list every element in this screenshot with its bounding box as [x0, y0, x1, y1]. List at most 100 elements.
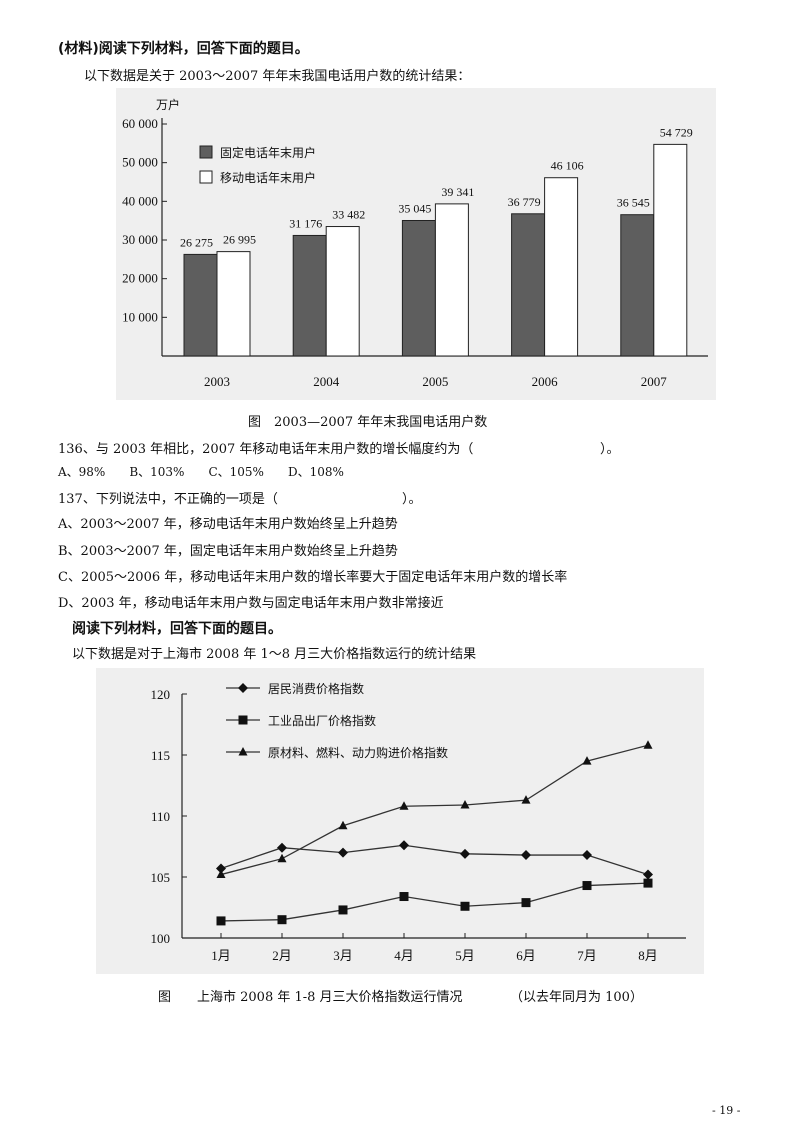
y-unit-label: 万户 [156, 97, 180, 112]
legend-label: 工业品出厂价格指数 [268, 713, 376, 728]
data-point [338, 820, 348, 830]
data-point [582, 881, 592, 891]
section2-intro: 以下数据是对于上海市 2008 年 1～8 月三大价格指数运行的统计结果 [72, 647, 477, 662]
y-tick-label: 115 [151, 748, 170, 763]
mobile-bar [216, 251, 251, 357]
data-point [460, 848, 470, 859]
y-tick-label: 60 000 [122, 116, 158, 131]
data-point [216, 916, 226, 926]
section1-intro: 以下数据是关于 2003～2007 年年末我国电话用户数的统计结果： [84, 69, 471, 84]
fixed-line-bar [292, 234, 327, 357]
y-tick-label: 100 [151, 931, 171, 946]
data-point [399, 892, 409, 902]
bar-value-label: 33 482 [332, 208, 365, 222]
legend-label: 居民消费价格指数 [268, 681, 364, 696]
data-point [399, 840, 409, 851]
price-index-line-chart: 100 105 110 115 120 1月 2月 3月 4月 5月 6月 7月 8月 居民消费价格指数工… [96, 668, 704, 974]
bar-value-label: 35 045 [398, 201, 431, 215]
q136-stem-end: ）。 [600, 442, 620, 457]
legend-label: 固定电话年末用户 [220, 145, 316, 160]
data-point [521, 898, 531, 908]
chart2-caption-note: （以去年同月为 100） [510, 990, 643, 1005]
mobile-bar [325, 226, 360, 357]
data-point [277, 915, 287, 925]
legend-marker [238, 715, 248, 725]
x-tick-label: 7月 [577, 948, 597, 963]
x-tick-label: 2003 [204, 374, 230, 389]
x-tick-label: 2月 [272, 948, 292, 963]
mobile-bar [544, 177, 579, 357]
data-point [216, 863, 226, 874]
q137-option-a: A、2003～2007 年，移动电话年末用户数始终呈上升趋势 [58, 517, 398, 532]
data-point [277, 853, 287, 863]
x-tick-label: 8月 [638, 948, 658, 963]
x-tick-label: 2007 [641, 374, 668, 389]
data-point [216, 869, 226, 879]
y-tick-label: 50 000 [122, 155, 158, 170]
x-tick-label: 1月 [211, 948, 231, 963]
q136-stem: 136、与 2003 年相比，2007 年移动电话年末用户数的增长幅度约为（ [58, 442, 474, 457]
q137-option-c: C、2005～2006 年，移动电话年末用户数的增长率要大于固定电话年末用户数的… [58, 570, 568, 585]
q137-stem-end: ）。 [402, 492, 422, 507]
y-tick-label: 30 000 [122, 232, 158, 247]
bar-value-label: 36 779 [508, 195, 541, 209]
data-point [643, 878, 653, 888]
legend-marker [238, 747, 248, 756]
section2-heading: 阅读下列材料，回答下面的题目。 [72, 621, 282, 637]
x-tick-label: 3月 [333, 948, 353, 963]
data-point [643, 740, 653, 749]
bar-value-label: 31 176 [289, 216, 322, 230]
y-tick-label: 110 [151, 809, 170, 824]
data-point [582, 756, 592, 765]
legend-swatch [199, 145, 213, 159]
legend-label: 移动电话年末用户 [220, 170, 316, 185]
q137-option-d: D、2003 年，移动电话年末用户数与固定电话年末用户数非常接近 [58, 596, 444, 611]
y-tick-label: 120 [151, 687, 171, 702]
series-line [220, 844, 649, 876]
page-number: - 19 - [712, 1104, 741, 1117]
bar-value-label: 26 275 [180, 235, 213, 249]
fixed-line-bar [183, 253, 218, 357]
data-point [399, 801, 409, 810]
y-tick-label: 40 000 [122, 193, 158, 208]
data-point [582, 850, 592, 861]
x-tick-label: 2005 [422, 374, 448, 389]
data-point [643, 869, 653, 880]
fixed-line-bar [620, 214, 655, 357]
legend-marker [238, 683, 248, 693]
chart2-caption: 图 上海市 2008 年 1-8 月三大价格指数运行情况 [158, 990, 463, 1005]
telephone-users-bar-chart: 万户 10 000 20 000 30 000 40 000 50 000 60 000 26… [116, 88, 716, 400]
data-point [460, 800, 470, 809]
bar-value-label: 54 729 [660, 125, 693, 139]
legend-label: 原材料、燃料、动力购进价格指数 [268, 745, 448, 760]
data-point [277, 842, 287, 853]
fixed-line-bar [401, 219, 436, 357]
series-line [220, 882, 649, 922]
x-tick-label: 5月 [455, 948, 475, 963]
data-point [521, 850, 531, 861]
x-tick-label: 2006 [532, 374, 559, 389]
y-tick-label: 20 000 [122, 271, 158, 286]
bar-value-label: 39 341 [441, 185, 474, 199]
mobile-bar [434, 203, 469, 357]
q137-option-b: B、2003～2007 年，固定电话年末用户数始终呈上升趋势 [58, 544, 398, 559]
series-line [220, 744, 649, 876]
bar-chart-svg: 万户 10 000 20 000 30 000 40 000 50 000 60 000 26… [122, 97, 708, 389]
bar-value-label: 46 106 [551, 159, 584, 173]
y-tick-label: 10 000 [122, 309, 158, 324]
x-tick-label: 4月 [394, 948, 414, 963]
data-point [460, 901, 470, 911]
x-tick-label: 2004 [313, 374, 340, 389]
data-point [338, 847, 348, 858]
q137-stem: 137、下列说法中，不正确的一项是（ [58, 492, 278, 507]
line-chart-svg: 100 105 110 115 120 1月 2月 3月 4月 5月 6月 7月 8月 居民消费价格指数工… [151, 681, 686, 963]
mobile-bar [653, 143, 688, 357]
legend-swatch [199, 170, 213, 184]
y-tick-label: 105 [151, 870, 171, 885]
x-tick-label: 6月 [516, 948, 536, 963]
q136-options: A、98% B、103% C、105% D、108% [58, 465, 344, 479]
bar-value-label: 26 995 [223, 233, 256, 247]
section1-heading: (材料)阅读下列材料，回答下面的题目。 [58, 41, 309, 57]
bar-value-label: 36 545 [617, 196, 650, 210]
data-point [338, 905, 348, 915]
